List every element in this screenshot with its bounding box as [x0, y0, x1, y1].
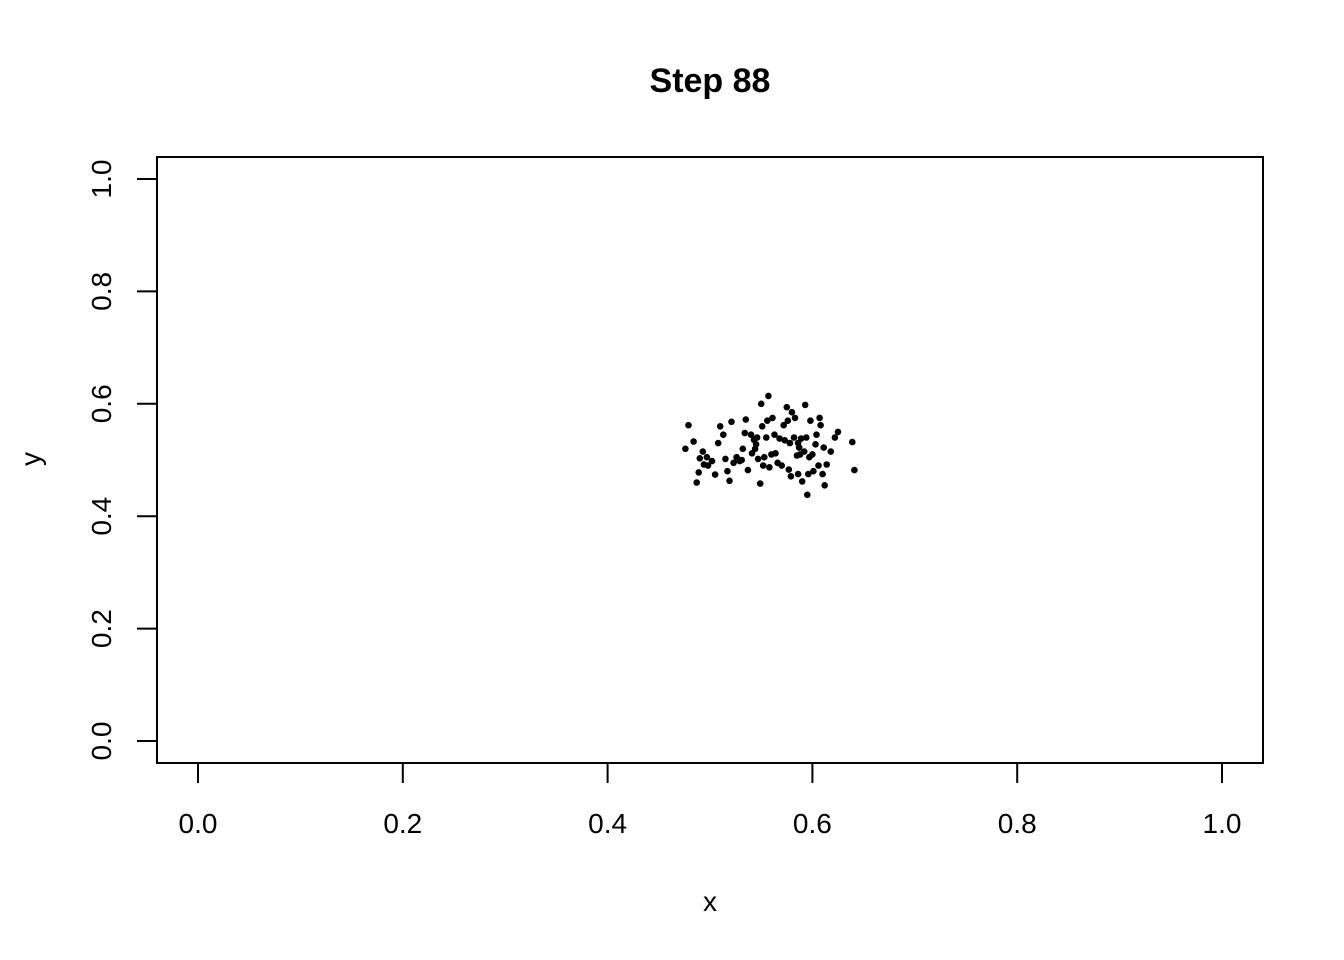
data-point [714, 439, 722, 447]
data-point [834, 428, 842, 436]
data-point [704, 462, 712, 469]
data-point [696, 455, 704, 462]
y-axis-label: y [15, 452, 46, 466]
data-point [765, 392, 772, 400]
data-point [741, 429, 749, 437]
data-point [827, 448, 835, 455]
data-point [816, 414, 823, 422]
data-point [682, 445, 689, 453]
data-point [766, 464, 773, 471]
data-point [693, 479, 700, 486]
data-point [786, 439, 794, 447]
data-point [758, 423, 766, 430]
x-tick-label: 0.4 [588, 808, 627, 839]
data-point [720, 431, 727, 439]
x-tick-label: 1.0 [1203, 808, 1242, 839]
data-point [728, 418, 735, 426]
data-point [812, 441, 819, 448]
data-point [849, 438, 856, 446]
data-point [815, 462, 822, 469]
data-point [809, 451, 816, 458]
data-point [726, 477, 733, 485]
data-point [810, 467, 817, 475]
data-point [708, 457, 716, 465]
data-point [769, 414, 776, 422]
data-point [764, 417, 771, 425]
data-point [794, 439, 802, 447]
x-tick-label: 0.6 [793, 808, 832, 839]
data-point [730, 459, 737, 467]
data-point [798, 478, 806, 485]
data-point [783, 403, 791, 411]
data-point [776, 435, 783, 442]
data-point [711, 471, 719, 478]
data-point [851, 466, 858, 474]
y-axis: 0.0 0.2 0.4 0.6 0.8 1.0 [86, 160, 158, 761]
data-point [757, 400, 765, 408]
data-point [803, 434, 810, 441]
data-point [791, 414, 799, 422]
data-point [804, 491, 811, 499]
data-point [724, 467, 731, 475]
data-point [807, 417, 814, 425]
x-tick-label: 0.2 [383, 808, 422, 839]
y-tick-label: 1.0 [86, 160, 117, 199]
data-point [778, 462, 785, 469]
data-point [685, 421, 692, 429]
data-points [682, 392, 858, 499]
data-point [716, 423, 724, 430]
data-point [813, 431, 820, 439]
data-point [781, 437, 789, 444]
x-tick-label: 0.0 [179, 808, 218, 839]
y-tick-label: 0.6 [86, 384, 117, 423]
data-point [703, 453, 711, 461]
data-point [790, 434, 798, 441]
data-point [753, 434, 761, 441]
data-point [794, 470, 802, 478]
x-axis-label: x [703, 886, 717, 917]
data-point [801, 401, 809, 409]
data-point [821, 482, 828, 489]
data-point [690, 438, 697, 445]
data-point [784, 417, 792, 425]
data-point [805, 470, 812, 478]
data-point [817, 421, 824, 429]
data-point [823, 461, 830, 468]
data-point [699, 448, 707, 455]
data-point [831, 434, 839, 441]
data-point [771, 431, 778, 439]
x-tick-label: 0.8 [998, 808, 1037, 839]
y-tick-label: 0.4 [86, 497, 117, 536]
y-tick-label: 0.2 [86, 609, 117, 648]
data-point [759, 462, 767, 469]
y-tick-label: 0.0 [86, 722, 117, 761]
chart-title: Step 88 [650, 62, 771, 100]
data-point [747, 431, 755, 439]
data-point [738, 456, 745, 464]
data-point [695, 469, 702, 476]
data-point [744, 466, 752, 474]
data-point [739, 445, 747, 453]
data-point [768, 451, 775, 458]
y-tick-label: 0.8 [86, 272, 117, 311]
data-point [763, 434, 770, 441]
data-point [742, 416, 750, 423]
data-point [785, 466, 793, 473]
data-point [754, 455, 762, 463]
data-point [788, 408, 796, 416]
data-point [751, 445, 759, 453]
x-axis: 0.0 0.2 0.4 0.6 0.8 1.0 [179, 762, 1242, 839]
data-point [756, 480, 764, 487]
data-point [787, 473, 795, 480]
data-point [819, 470, 826, 478]
data-point [820, 444, 827, 451]
data-point [800, 448, 808, 455]
data-point [780, 421, 787, 429]
data-point [761, 453, 768, 461]
data-point [722, 455, 729, 463]
